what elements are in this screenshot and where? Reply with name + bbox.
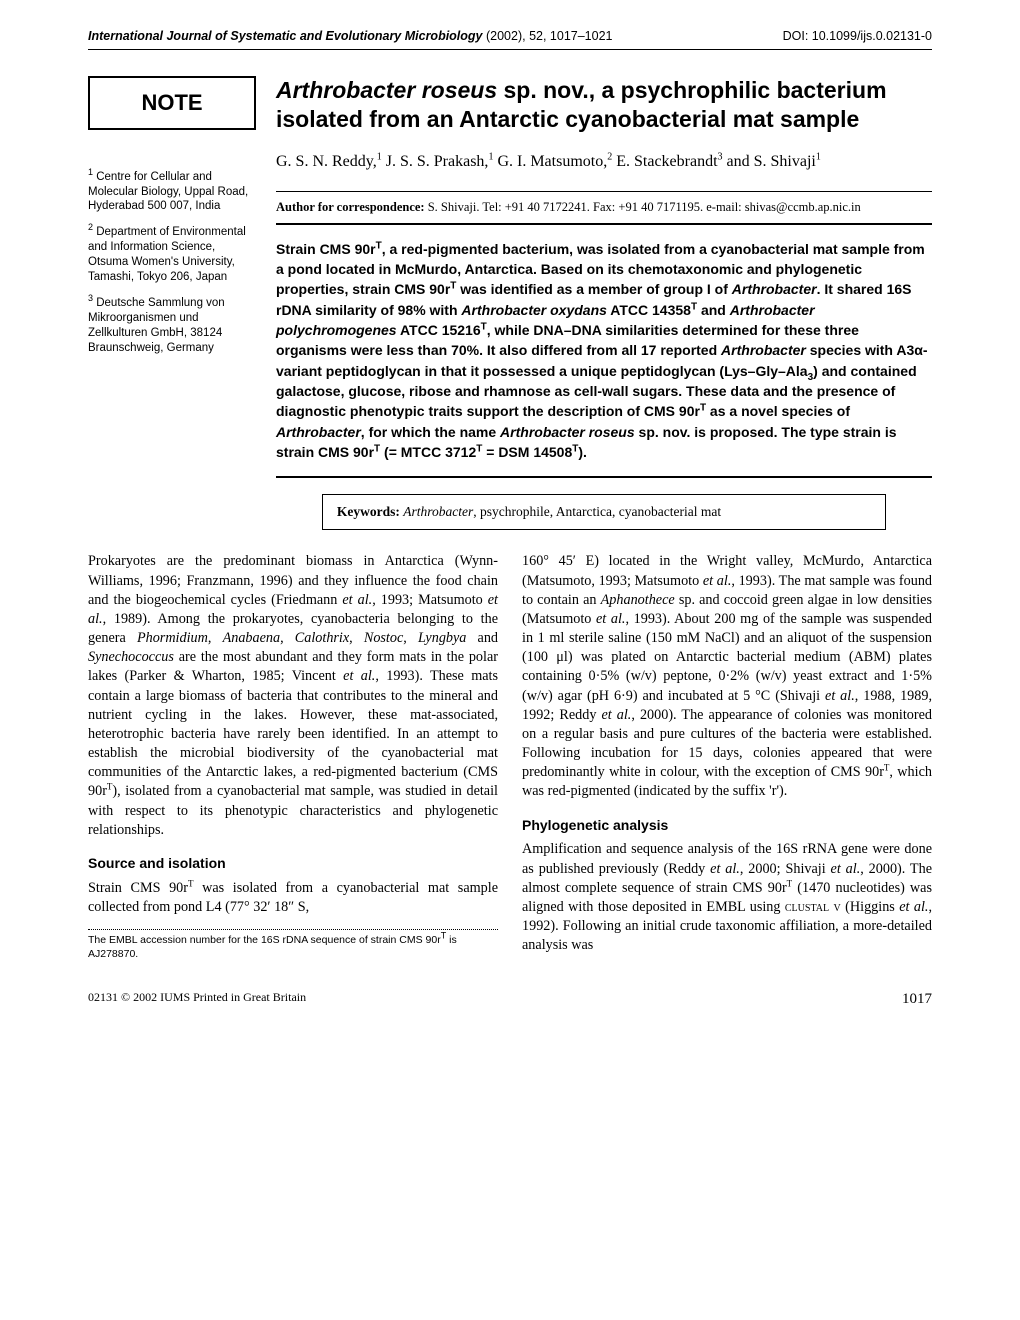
page-number: 1017 bbox=[902, 989, 932, 1009]
article-title: Arthrobacter roseus sp. nov., a psychrop… bbox=[276, 76, 932, 134]
body-text: Prokaryotes are the predominant biomass … bbox=[88, 552, 932, 961]
affiliation-3: 3 Deutsche Sammlung von Mikroorganismen … bbox=[88, 296, 256, 356]
left-column: NOTE 1 Centre for Cellular and Molecular… bbox=[88, 76, 256, 552]
right-column: Arthrobacter roseus sp. nov., a psychrop… bbox=[276, 76, 932, 552]
intro-paragraph: Prokaryotes are the predominant biomass … bbox=[88, 552, 498, 840]
correspondence: Author for correspondence: S. Shivaji. T… bbox=[276, 191, 932, 225]
abstract: Strain CMS 90rT, a red-pigmented bacteri… bbox=[276, 239, 932, 478]
running-header: International Journal of Systematic and … bbox=[88, 28, 932, 50]
keywords: Keywords: Arthrobacter, psychrophile, An… bbox=[322, 494, 886, 530]
journal-title: International Journal of Systematic and … bbox=[88, 28, 612, 45]
page-footer: 02131 © 2002 IUMS Printed in Great Brita… bbox=[88, 989, 932, 1009]
authors: G. S. N. Reddy,1 J. S. S. Prakash,1 G. I… bbox=[276, 151, 932, 173]
phylogenetic-paragraph: Amplification and sequence analysis of t… bbox=[522, 840, 932, 955]
source-paragraph: Strain CMS 90rT was isolated from a cyan… bbox=[88, 879, 498, 917]
doi: DOI: 10.1099/ijs.0.02131-0 bbox=[783, 28, 932, 45]
affiliation-1: 1 Centre for Cellular and Molecular Biol… bbox=[88, 170, 256, 215]
section-phylogenetic: Phylogenetic analysis bbox=[522, 816, 932, 835]
isolation-continued: 160° 45′ E) located in the Wright valley… bbox=[522, 552, 932, 801]
main-content: NOTE 1 Centre for Cellular and Molecular… bbox=[88, 76, 932, 552]
footer-left: 02131 © 2002 IUMS Printed in Great Brita… bbox=[88, 989, 306, 1009]
affiliation-2: 2 Department of Environmental and Inform… bbox=[88, 225, 256, 285]
note-badge: NOTE bbox=[88, 76, 256, 130]
footnote: The EMBL accession number for the 16S rD… bbox=[88, 929, 498, 961]
section-source-isolation: Source and isolation bbox=[88, 854, 498, 873]
